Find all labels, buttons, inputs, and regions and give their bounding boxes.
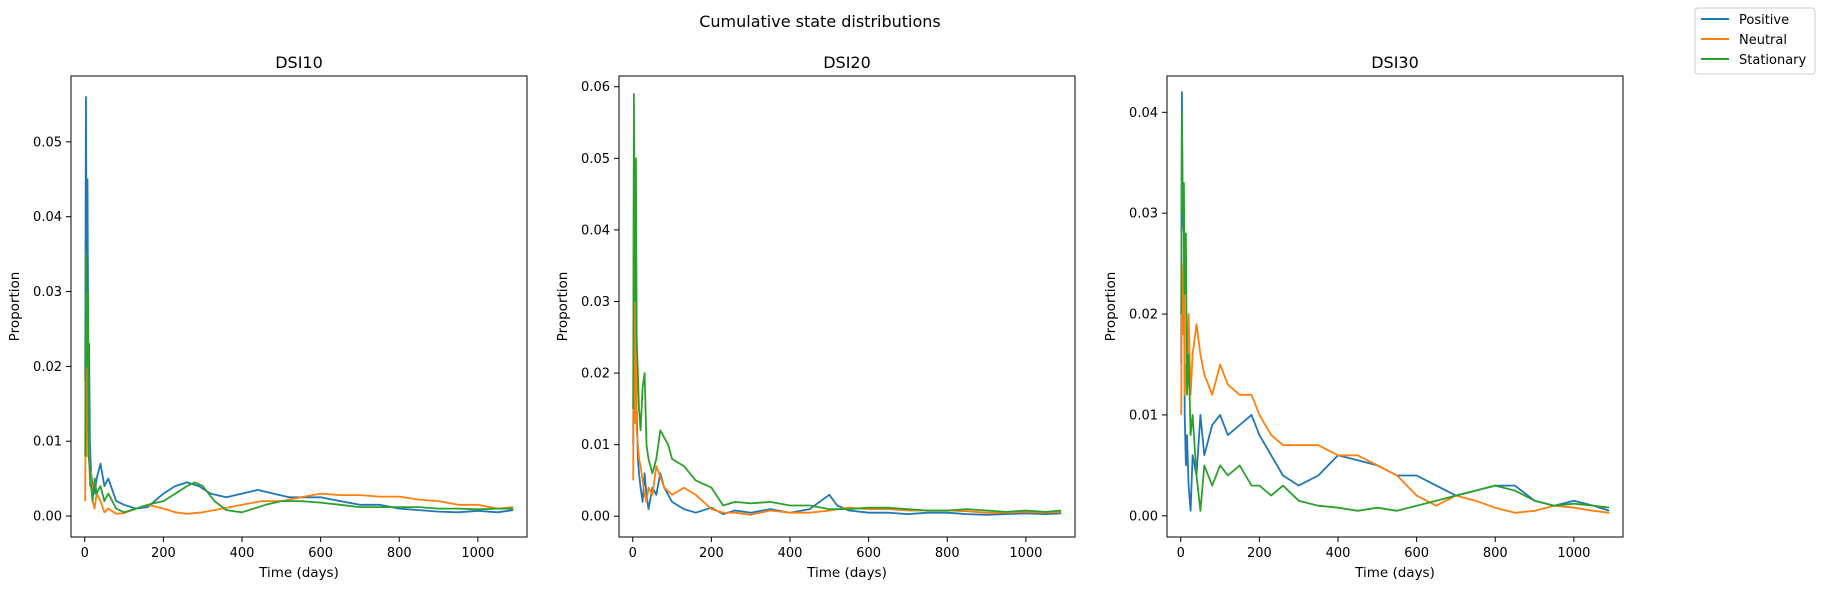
series-group <box>1180 91 1610 514</box>
series-line-stationary <box>1180 111 1610 512</box>
x-tick-label: 800 <box>1483 546 1508 561</box>
series-line-stationary <box>84 253 514 514</box>
subplot-dsi10: 0 200 400 600 800 1000 0.00 0.01 0.02 0.03 0.04 0.0… <box>7 53 528 581</box>
subplot-dsi20: 0 200 400 600 800 1000 0.00 0.01 0.02 0.03 0.04 0.0… <box>555 53 1076 581</box>
series-line-positive <box>84 96 514 514</box>
x-axis-label: Time (days) <box>1354 565 1435 581</box>
legend-entry-positive: Positive <box>1701 13 1789 28</box>
x-tick-label: 600 <box>1404 546 1429 561</box>
y-tick-label: 0.01 <box>33 435 62 450</box>
x-tick-label: 800 <box>935 546 960 561</box>
x-tick-label: 1000 <box>1557 546 1590 561</box>
y-tick-label: 0.02 <box>33 360 62 375</box>
x-axis-label: Time (days) <box>806 565 887 581</box>
x-tick-label: 1000 <box>461 546 494 561</box>
legend-label-positive: Positive <box>1739 13 1789 28</box>
x-tick-label: 400 <box>230 546 255 561</box>
series-line-positive <box>1180 91 1610 512</box>
plot-frame <box>70 75 528 538</box>
y-tick-label: 0.01 <box>581 438 610 453</box>
y-axis-label: Proportion <box>555 272 571 342</box>
x-tick-label: 0 <box>629 546 637 561</box>
y-tick-label: 0.00 <box>1129 509 1158 524</box>
y-axis-label: Proportion <box>7 272 23 342</box>
series-line-stationary <box>632 93 1062 513</box>
x-axis-label: Time (days) <box>258 565 339 581</box>
x-tick-label: 800 <box>387 546 412 561</box>
x-tick-label: 200 <box>151 546 176 561</box>
y-tick-label: 0.04 <box>1129 106 1158 121</box>
subplot-dsi30: 0 200 400 600 800 1000 0.00 0.01 0.02 0.03 0.04 DSI… <box>1103 53 1624 581</box>
y-tick-label: 0.06 <box>581 80 610 95</box>
x-tick-label: 600 <box>856 546 881 561</box>
y-tick-label: 0.05 <box>581 152 610 167</box>
y-tick-label: 0.02 <box>1129 308 1158 323</box>
y-tick-label: 0.03 <box>1129 207 1158 222</box>
series-group <box>632 93 1062 516</box>
x-tick-label: 0 <box>81 546 89 561</box>
y-tick-label: 0.05 <box>33 135 62 150</box>
subplot-title: DSI20 <box>823 53 871 72</box>
y-tick-label: 0.04 <box>581 223 610 238</box>
y-tick-label: 0.02 <box>581 367 610 382</box>
plot-frame <box>1166 75 1624 538</box>
subplot-title: DSI10 <box>275 53 323 72</box>
figure-suptitle: Cumulative state distributions <box>699 12 941 31</box>
y-tick-label: 0.01 <box>1129 408 1158 423</box>
x-tick-label: 0 <box>1177 546 1185 561</box>
y-tick-label: 0.03 <box>581 295 610 310</box>
series-line-neutral <box>84 328 514 515</box>
legend-frame <box>1694 7 1816 75</box>
series-group <box>84 96 514 515</box>
y-axis-label: Proportion <box>1103 272 1119 342</box>
series-line-positive <box>632 171 1062 516</box>
legend-label-neutral: Neutral <box>1739 33 1787 48</box>
y-tick-label: 0.03 <box>33 285 62 300</box>
x-tick-label: 200 <box>1247 546 1272 561</box>
legend-label-stationary: Stationary <box>1739 53 1807 68</box>
legend-entry-stationary: Stationary <box>1701 53 1807 68</box>
x-tick-label: 600 <box>308 546 333 561</box>
plot-frame <box>618 75 1076 538</box>
y-tick-label: 0.04 <box>33 210 62 225</box>
series-line-neutral <box>632 228 1062 516</box>
legend: Positive Neutral Stationary <box>1694 7 1816 75</box>
x-tick-label: 400 <box>1326 546 1351 561</box>
y-tick-label: 0.00 <box>33 510 62 525</box>
x-tick-label: 400 <box>778 546 803 561</box>
y-tick-label: 0.00 <box>581 510 610 525</box>
x-tick-label: 1000 <box>1009 546 1042 561</box>
legend-entry-neutral: Neutral <box>1701 33 1787 48</box>
x-tick-label: 200 <box>699 546 724 561</box>
subplot-title: DSI30 <box>1371 53 1419 72</box>
